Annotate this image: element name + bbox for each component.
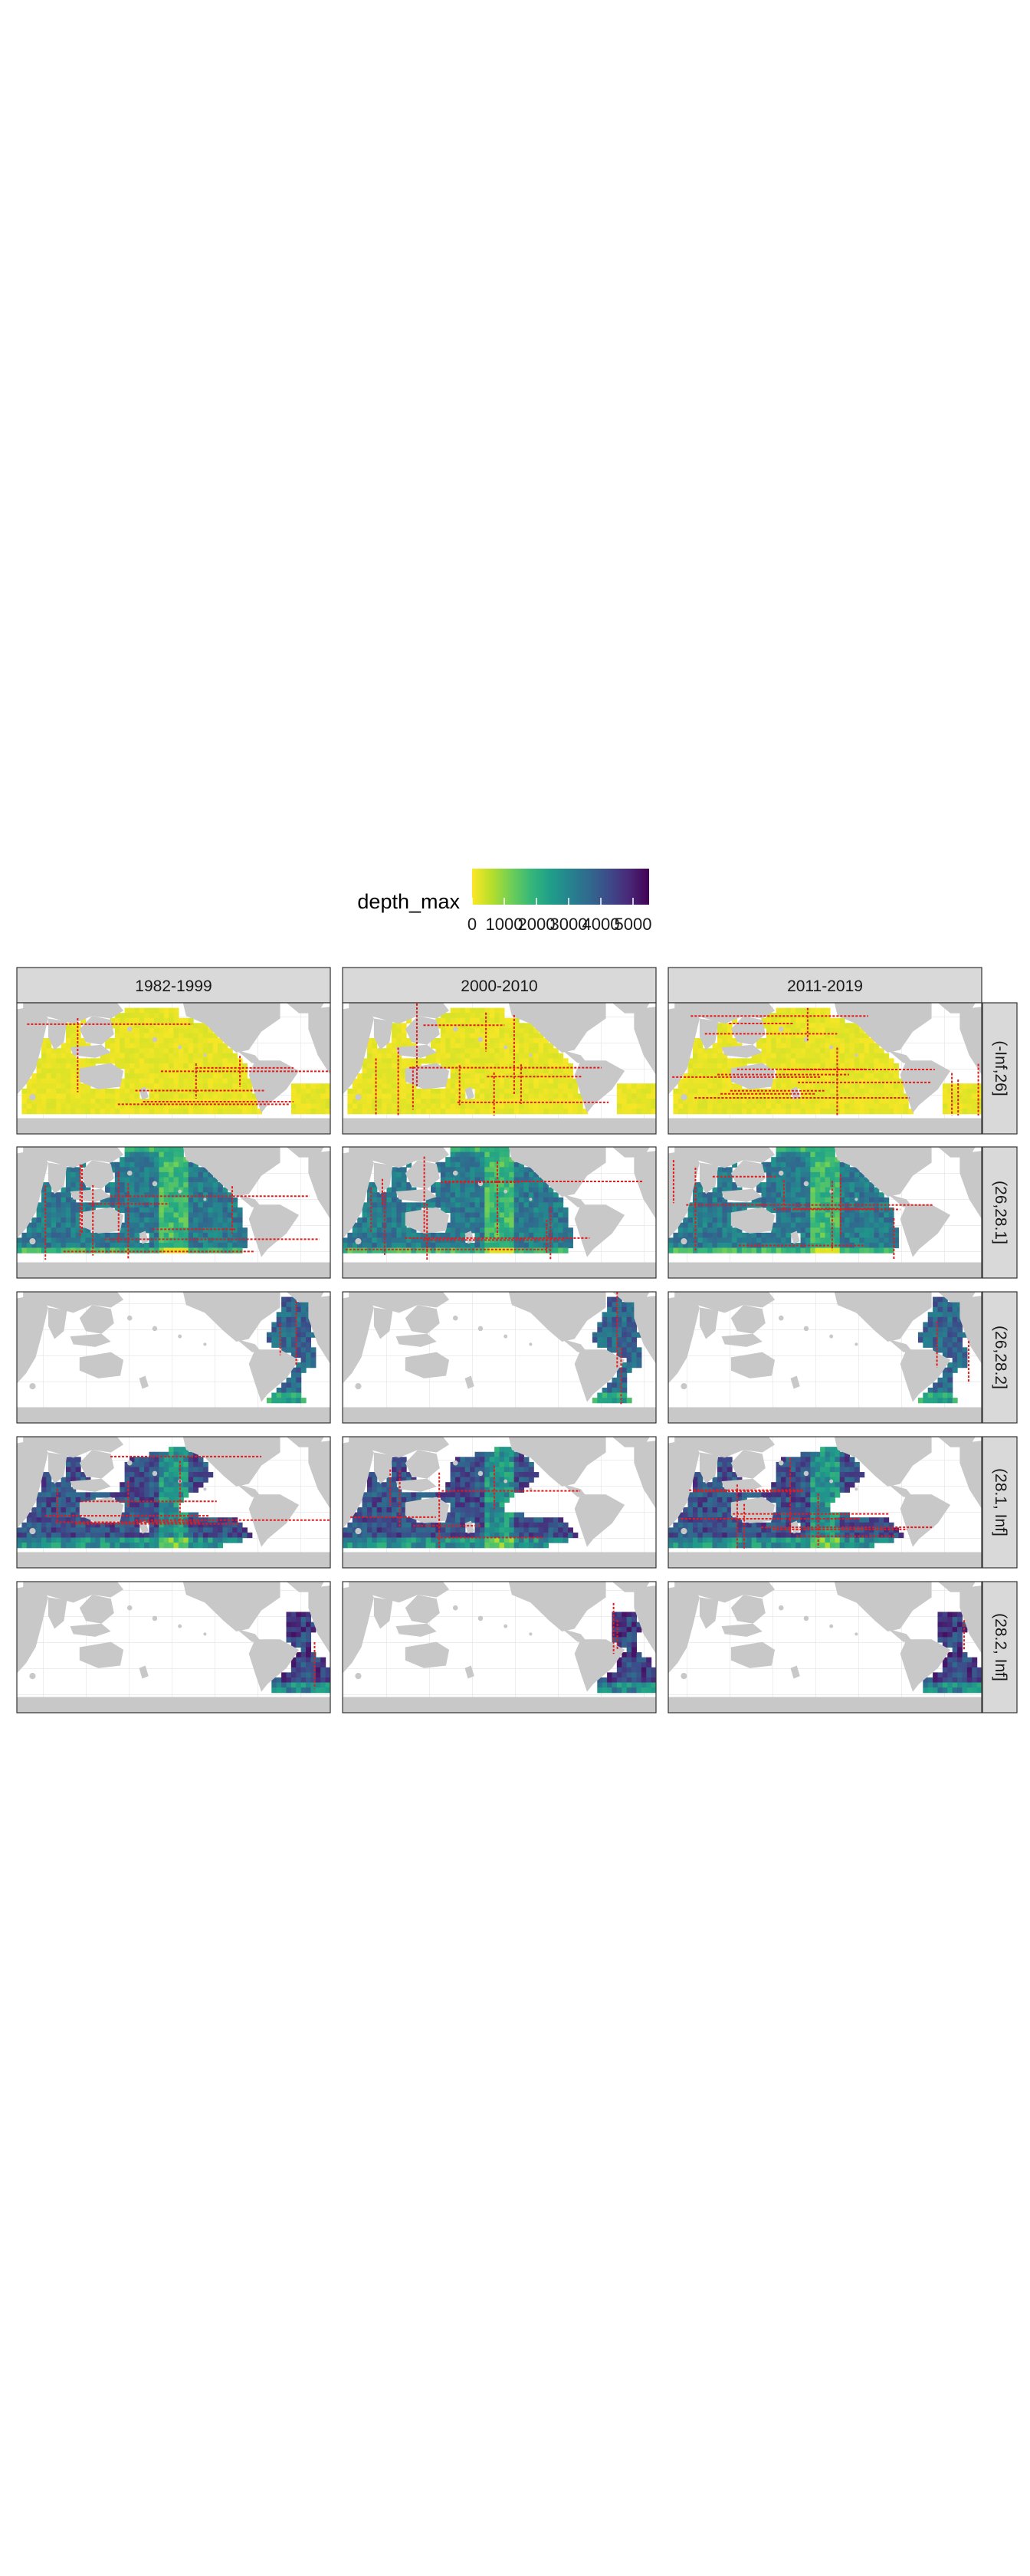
map-panel — [16, 1146, 331, 1279]
colorbar — [472, 869, 649, 905]
facet-row-strip: (26,28.2] — [982, 1291, 1018, 1424]
map-panel — [342, 1581, 657, 1714]
facet-column-label: 2000-2010 — [461, 978, 537, 995]
facet-column-label: 2011-2019 — [787, 978, 863, 995]
map-panel — [342, 1291, 657, 1424]
facet-row-label: (28.1, Inf] — [992, 1468, 1009, 1536]
facet-row-label: (-Inf,26] — [992, 1040, 1009, 1096]
facet-column-strip: 1982-1999 — [16, 967, 331, 1004]
colorbar-tick-label: 5000 — [615, 915, 652, 934]
facet-column-label: 1982-1999 — [135, 978, 212, 995]
facet-row-label: (26,28.2] — [992, 1326, 1009, 1389]
colorbar-tick-label: 3000 — [550, 915, 588, 934]
map-panel — [342, 1436, 657, 1569]
map-panel — [16, 1581, 331, 1714]
facet-row-strip: (28.2, Inf] — [982, 1581, 1018, 1714]
colorbar-tick-label: 1000 — [486, 915, 523, 934]
facet-row-strip: (-Inf,26] — [982, 1002, 1018, 1135]
colorbar-tick-label: 0 — [467, 915, 477, 934]
map-panel — [16, 1436, 331, 1569]
facet-row-label: (26,28.1] — [992, 1181, 1009, 1244]
map-panel — [16, 1291, 331, 1424]
map-panel — [668, 1002, 982, 1135]
map-panel — [342, 1002, 657, 1135]
map-panel — [668, 1436, 982, 1569]
colorbar-tick-label: 2000 — [518, 915, 556, 934]
facet-column-strip: 2000-2010 — [342, 967, 657, 1004]
map-panel — [668, 1291, 982, 1424]
map-panel — [668, 1146, 982, 1279]
facet-column-strip: 2011-2019 — [668, 967, 982, 1004]
facet-grid: 1982-1999 2000-2010 2011-2019 (-Inf,26] (26,… — [16, 967, 1018, 1714]
facet-row-strip: (28.1, Inf] — [982, 1436, 1018, 1569]
map-panel — [668, 1581, 982, 1714]
facet-row-strip: (26,28.1] — [982, 1146, 1018, 1279]
facet-row-label: (28.2, Inf] — [992, 1613, 1009, 1681]
colorbar-tick-label: 4000 — [582, 915, 620, 934]
legend-title: depth_max — [357, 890, 460, 913]
map-panel — [16, 1002, 331, 1135]
map-panel — [342, 1146, 657, 1279]
